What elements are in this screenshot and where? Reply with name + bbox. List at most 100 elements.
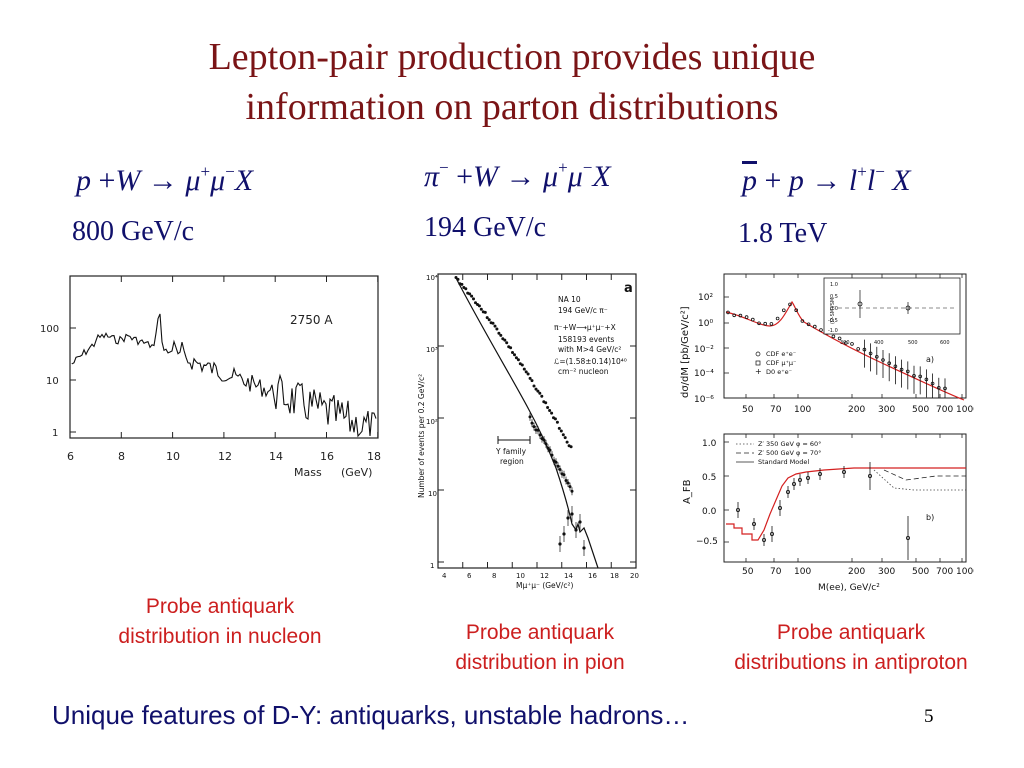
data-points — [454, 276, 586, 556]
x-axis-label: Mass — [294, 466, 322, 479]
y-tick-label: 10³ — [426, 346, 438, 354]
y-tick-label: 100 — [40, 324, 59, 335]
inset-x-tick: 500 — [908, 340, 918, 346]
reaction-equation-2: π− +W → μ+μ−X — [424, 158, 611, 193]
x-tick-label: 8 — [492, 572, 496, 580]
x-tick-label: 4 — [442, 572, 447, 580]
x-tick-label: 20 — [630, 572, 639, 580]
y-tick-label: 0.0 — [702, 507, 717, 517]
beam-energy-2: 194 GeV/c — [424, 212, 547, 243]
zprime-350-curve — [873, 469, 966, 491]
x-tick-label: 700 — [936, 405, 953, 415]
standard-model-curve — [726, 467, 966, 541]
inset-x-tick: 300 — [840, 340, 850, 346]
x-tick-label: 300 — [878, 567, 895, 577]
x-tick-label: 1000 — [956, 567, 974, 577]
x-tick-label: 14 — [269, 450, 283, 463]
title-line-1: Lepton-pair production provides unique — [208, 36, 816, 78]
y-tick-label: 10² — [698, 293, 713, 303]
inset-y-tick: 0.0 — [830, 306, 838, 312]
forward-backward-asymmetry-plot: Z′ 350 GeV φ = 60° Z′ 500 GeV φ = 70° St… — [682, 433, 974, 593]
x-tick-label: 6 — [67, 450, 74, 463]
inset-y-label: (D-SM)/SM — [830, 298, 836, 324]
y-tick-label: 1 — [430, 562, 434, 570]
legend-entry: Standard Model — [758, 458, 809, 466]
reaction-equation-1: p +W → μ+μ−X — [76, 162, 254, 197]
region-label: Υ family — [495, 447, 527, 456]
x-tick-label: 1000 — [956, 405, 974, 415]
x-axis-unit: (GeV) — [341, 466, 372, 479]
y-tick-label: 1.0 — [702, 439, 717, 449]
legend-entry: Z′ 500 GeV φ = 70° — [758, 449, 821, 457]
title-line-2: information on parton distributions — [245, 86, 779, 128]
panel-letter: a) — [926, 355, 934, 364]
y-tick-label: 1 — [52, 428, 58, 439]
x-tick-label: 14 — [564, 572, 573, 580]
x-tick-label: 10 — [166, 450, 180, 463]
plot-frame — [437, 273, 637, 569]
zprime-500-curve — [883, 469, 966, 481]
legend-entry: CDF e⁺e⁻ — [766, 350, 796, 358]
y-tick-label: −0.5 — [696, 537, 718, 547]
x-tick-label: 50 — [742, 567, 754, 577]
mass-spectrum-plot-2: a NA 10 194 GeV/c π⁻ π⁻+W⟶μ⁺μ⁻+X 158193 … — [417, 273, 639, 590]
region-label: region — [500, 457, 524, 466]
caption-line: Probe antiquark — [145, 595, 295, 618]
y-axis-label: A_FB — [682, 479, 693, 504]
caption-3: Probe antiquark distributions in antipro… — [686, 618, 1016, 678]
y-tick-label: 0.5 — [702, 473, 716, 483]
x-tick-label: 500 — [912, 567, 929, 577]
inset-x-tick: 600 — [940, 340, 950, 346]
info-line: ℒ=(1.58±0.14)10⁴⁰ — [554, 357, 627, 366]
caption-line: distribution in nucleon — [118, 625, 322, 648]
caption-line: Probe antiquark — [776, 621, 926, 644]
y-tick-label: 10 — [428, 490, 437, 498]
x-axis-label: Mμ⁺μ⁻ (GeV/c²) — [516, 581, 573, 590]
inset-y-tick: 0.5 — [830, 294, 838, 300]
x-tick-label: 300 — [878, 405, 895, 415]
x-tick-label: 100 — [794, 567, 811, 577]
inset-x-tick: 400 — [874, 340, 884, 346]
x-tick-label: 8 — [118, 450, 125, 463]
plot-frame — [69, 275, 379, 439]
inset-y-tick: 1.0 — [830, 282, 838, 288]
spectrum-curve — [71, 313, 377, 438]
legend-entry: D0 e⁺e⁻ — [766, 368, 792, 376]
x-tick-label: 16 — [588, 572, 597, 580]
info-line: with M>4 GeV/c² — [558, 345, 621, 354]
y-tick-label: 10² — [426, 418, 438, 426]
page-number: 5 — [924, 706, 934, 727]
y-axis-label: dσ/dM [pb/GeV/c²] — [680, 306, 691, 398]
beam-energy-3: 1.8 TeV — [738, 218, 828, 249]
data-points — [726, 302, 947, 398]
y-tick-label: 10⁻⁶ — [694, 395, 714, 405]
slide-title: Lepton-pair production provides unique i… — [0, 32, 1024, 132]
info-line: 194 GeV/c π⁻ — [558, 306, 608, 315]
cross-section-plot: 300 400 500 600 1.0 0.5 0.0 -0.5 -1.0 (D… — [680, 273, 974, 415]
svg-text:+: + — [755, 367, 762, 376]
plot-frame — [723, 273, 967, 399]
plot-label: 2750 A — [290, 313, 333, 327]
x-tick-label: 500 — [912, 405, 929, 415]
y-tick-label: 10⁰ — [698, 319, 713, 329]
x-tick-label: 700 — [936, 567, 953, 577]
inset-y-tick: -1.0 — [828, 328, 838, 334]
x-tick-label: 70 — [770, 405, 782, 415]
caption-line: distribution in pion — [455, 651, 625, 674]
x-tick-label: 100 — [794, 405, 811, 415]
x-tick-label: 12 — [218, 450, 232, 463]
inset-frame — [823, 277, 961, 335]
fit-curve — [455, 277, 599, 569]
caption-1: Probe antiquark distribution in nucleon — [70, 592, 370, 652]
x-tick-label: 50 — [742, 405, 754, 415]
beam-energy-1: 800 GeV/c — [72, 216, 195, 247]
x-tick-label: 70 — [770, 567, 782, 577]
plot-frame — [723, 433, 967, 563]
inset-y-tick: -0.5 — [828, 318, 838, 324]
caption-2: Probe antiquark distribution in pion — [400, 618, 680, 678]
x-tick-label: 6 — [467, 572, 472, 580]
info-line: π⁻+W⟶μ⁺μ⁻+X — [554, 323, 616, 332]
reaction-equation-3: p + p → l+l− X — [742, 162, 911, 197]
data-points — [736, 462, 910, 560]
info-line: cm⁻² nucleon — [558, 367, 609, 376]
